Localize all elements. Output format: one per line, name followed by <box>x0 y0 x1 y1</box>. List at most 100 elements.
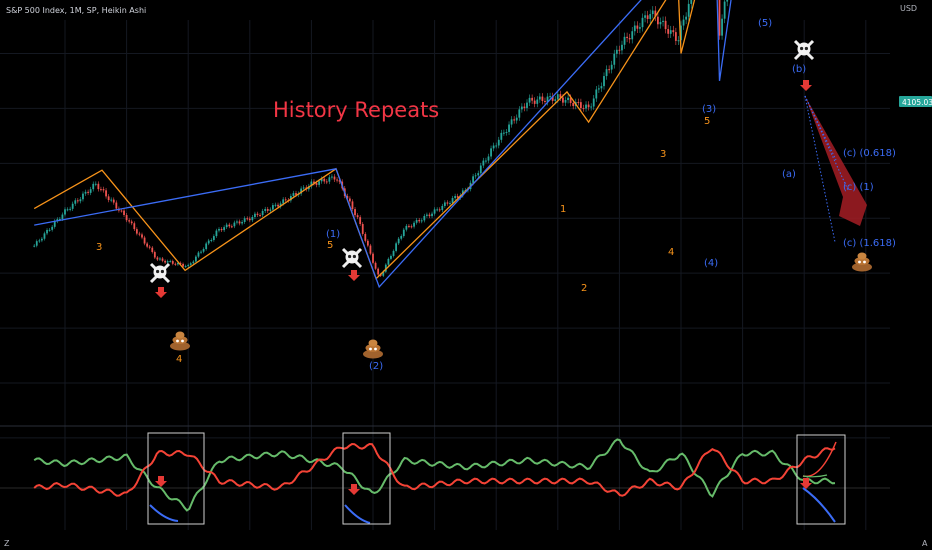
candle-body <box>366 240 369 246</box>
candle-body <box>300 188 303 194</box>
candle-body <box>423 215 426 221</box>
candle-body <box>651 10 654 15</box>
skull-eye <box>156 269 160 274</box>
candle-body <box>477 173 480 176</box>
candle-body <box>115 202 118 209</box>
candle-body <box>120 210 123 212</box>
green-oscillator-line <box>33 438 836 512</box>
candle-body <box>310 181 313 187</box>
candle-body <box>279 203 282 207</box>
currency-label: USD <box>900 4 917 13</box>
candle-body <box>374 262 377 269</box>
candle-body <box>171 261 174 264</box>
candle-body <box>685 16 688 20</box>
candle-body <box>187 264 190 267</box>
candle-body <box>482 160 485 166</box>
candle-body <box>441 205 444 211</box>
scale-corner-left[interactable]: Z <box>4 539 10 548</box>
scale-corner-right[interactable]: A <box>922 539 928 548</box>
candle-body <box>526 102 528 108</box>
candle-body <box>633 25 636 32</box>
candle-body <box>192 261 195 264</box>
poop-mid <box>854 257 870 265</box>
candle-body <box>492 145 495 149</box>
candle-body <box>549 96 551 98</box>
candle-body <box>461 190 464 196</box>
candle-body <box>112 199 115 203</box>
candle-body <box>189 263 192 265</box>
candle-body <box>354 209 356 216</box>
poop-icon <box>363 339 383 359</box>
candle-body <box>179 262 182 264</box>
candle-body <box>533 100 536 104</box>
wave-label: (b) <box>792 64 806 75</box>
candle-body <box>174 263 177 265</box>
candle-body <box>230 226 233 228</box>
candle-body <box>397 238 400 244</box>
candle-body <box>333 176 336 180</box>
poop-base <box>852 262 872 272</box>
candle-body <box>236 221 238 223</box>
candle-body <box>384 264 387 272</box>
projection-dotted-line <box>804 95 836 243</box>
poop-eye <box>858 260 861 264</box>
candle-body <box>610 64 613 70</box>
candle-body <box>420 220 423 222</box>
candle-body <box>562 97 564 103</box>
candle-body <box>169 261 172 263</box>
candle-body <box>497 139 500 146</box>
poop-top <box>857 252 867 260</box>
candle-body <box>153 252 156 258</box>
wave-label: 3 <box>660 149 666 160</box>
skull-head <box>345 250 359 264</box>
candle-body <box>672 30 675 33</box>
candle-body <box>325 181 328 183</box>
candle-body <box>472 176 474 183</box>
candle-body <box>495 145 498 147</box>
candle-body <box>100 189 102 191</box>
candle-body <box>197 252 200 257</box>
candle-body <box>159 258 161 260</box>
candle-body <box>331 176 333 178</box>
candle-body <box>41 238 43 241</box>
skull-eye <box>352 254 356 259</box>
candle-body <box>266 209 269 211</box>
candle-body <box>520 106 523 110</box>
candle-body <box>164 260 166 263</box>
candle-body <box>487 156 490 161</box>
candle-body <box>454 196 457 199</box>
candle-body <box>621 44 623 51</box>
highlight-box <box>796 434 846 525</box>
down-arrow-icon <box>348 484 360 495</box>
poop-eye <box>176 339 179 343</box>
candle-body <box>372 253 374 263</box>
candle-body <box>395 243 397 251</box>
highlight-box <box>342 432 391 525</box>
candle-body <box>569 97 572 103</box>
candle-body <box>87 191 89 193</box>
candle-body <box>284 199 287 201</box>
candle-body <box>572 102 575 106</box>
candle-body <box>238 221 241 224</box>
candle-body <box>241 221 243 224</box>
candle-body <box>446 202 449 204</box>
highlight-boxes <box>147 432 846 525</box>
oscillator-series <box>33 438 837 524</box>
candle-body <box>669 30 672 34</box>
candle-body <box>110 199 113 201</box>
skull-icon <box>149 262 171 284</box>
skull-head <box>153 265 167 279</box>
poop-icon <box>852 252 872 272</box>
candle-body <box>646 15 649 19</box>
candle-body <box>102 189 105 191</box>
candle-body <box>346 195 349 199</box>
candle-body <box>141 234 143 238</box>
candle-body <box>402 229 405 237</box>
candle-body <box>105 190 107 197</box>
candle-body <box>202 249 205 252</box>
candle-body <box>148 246 151 248</box>
candle-body <box>177 262 179 265</box>
candle-body <box>156 257 159 260</box>
red-oscillator-line <box>33 442 836 497</box>
candle-body <box>690 0 693 4</box>
